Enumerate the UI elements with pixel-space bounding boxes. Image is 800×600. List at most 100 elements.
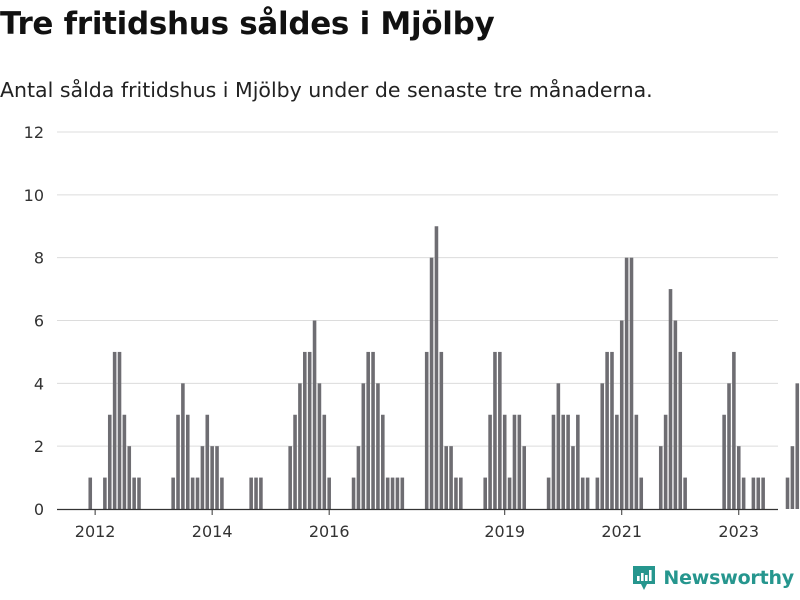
bar [366, 351, 370, 509]
bar [361, 383, 366, 509]
bar [371, 351, 375, 509]
bar [293, 414, 297, 509]
bar [112, 351, 117, 509]
bar [249, 477, 253, 509]
bar [580, 477, 585, 509]
bar [663, 414, 668, 509]
bar [429, 257, 434, 509]
chart-subtitle: Antal sålda fritidshus i Mjölby under de… [0, 78, 653, 102]
bar [200, 446, 205, 509]
bar [210, 446, 214, 509]
x-tick-label: 2019 [484, 522, 525, 541]
bar [356, 446, 361, 509]
bar [736, 446, 741, 509]
bar [185, 414, 190, 509]
bar [785, 477, 790, 509]
bar [449, 446, 453, 509]
bar [317, 383, 322, 509]
bar [220, 477, 224, 509]
bar [215, 446, 219, 509]
bar [307, 351, 312, 509]
bar [683, 477, 687, 509]
bar [190, 477, 195, 509]
bar [732, 351, 736, 509]
x-tick-label: 2012 [75, 522, 116, 541]
bar [137, 477, 141, 509]
bar [312, 320, 317, 509]
bar [512, 414, 517, 509]
chart-title: Tre fritidshus såldes i Mjölby [0, 6, 495, 42]
bar [288, 446, 292, 509]
bar [88, 477, 93, 509]
x-axis-ticks: 2012201420162019202120232025 [75, 509, 759, 541]
y-axis-ticks: 0 2 4 6 8 10 12 [24, 123, 44, 519]
bar [605, 351, 609, 509]
bar [624, 257, 629, 509]
bar [507, 477, 512, 509]
bar [181, 383, 185, 509]
bar [610, 351, 614, 509]
bar [634, 414, 639, 509]
bar [722, 414, 726, 509]
bar [103, 477, 107, 509]
bar [522, 446, 527, 509]
bar [400, 477, 405, 509]
bar [556, 383, 561, 509]
bar [117, 351, 122, 509]
bar [600, 383, 605, 509]
bar [751, 477, 756, 509]
bar [122, 414, 127, 509]
bar [459, 477, 463, 509]
bar [795, 383, 800, 509]
bar [790, 446, 795, 509]
bar [390, 477, 395, 509]
bar [551, 414, 556, 509]
y-tick-label: 6 [34, 312, 44, 331]
bar [127, 446, 132, 509]
bar [619, 320, 624, 509]
bar [322, 414, 327, 509]
bar [376, 383, 380, 509]
bar [571, 446, 575, 509]
bar [107, 414, 112, 509]
y-tick-label: 4 [34, 374, 44, 393]
newsworthy-logo-icon [633, 566, 656, 590]
bar [561, 414, 566, 509]
x-tick-label: 2023 [718, 522, 759, 541]
bar [595, 477, 600, 509]
bar [493, 351, 497, 509]
bar [566, 414, 570, 509]
bars [88, 226, 800, 509]
brand-name: Newsworthy [663, 567, 794, 589]
bar [434, 226, 439, 509]
bar [576, 414, 580, 509]
bar [254, 477, 258, 509]
bar [678, 351, 683, 509]
bar [351, 477, 356, 509]
bar [259, 477, 263, 509]
bar [639, 477, 644, 509]
bar [727, 383, 731, 509]
bar [171, 477, 175, 509]
bar [454, 477, 458, 509]
y-tick-label: 12 [24, 123, 44, 142]
bar [483, 477, 487, 509]
bar [658, 446, 663, 509]
bar [327, 477, 331, 509]
bar [615, 414, 619, 509]
y-tick-label: 2 [34, 437, 44, 456]
bar [741, 477, 746, 509]
brand-logo: Newsworthy [631, 564, 794, 592]
bar [517, 414, 522, 509]
bar [385, 477, 390, 509]
bar [498, 351, 502, 509]
bar [488, 414, 492, 509]
y-tick-label: 8 [34, 249, 44, 268]
bar [298, 383, 302, 509]
bar [424, 351, 429, 509]
bar [439, 351, 444, 509]
bar [195, 477, 200, 509]
bar [381, 414, 385, 509]
x-tick-label: 2021 [601, 522, 642, 541]
bar [629, 257, 634, 509]
